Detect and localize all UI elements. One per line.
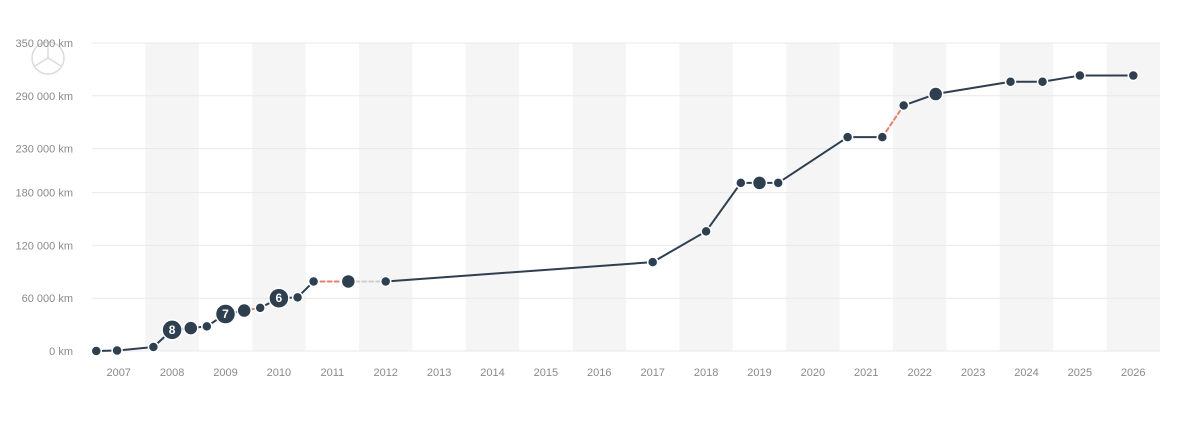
mileage-points: 8 7 6 bbox=[90, 69, 1140, 357]
x-tick-label: 2008 bbox=[160, 367, 184, 379]
y-tick-label: 230 000 km bbox=[16, 144, 73, 156]
y-tick-label: 60 000 km bbox=[22, 293, 73, 305]
cluster-point[interactable] bbox=[214, 303, 237, 325]
x-tick-label: 2017 bbox=[640, 367, 664, 379]
data-point[interactable] bbox=[1004, 75, 1017, 88]
line-segment bbox=[651, 230, 708, 264]
year-bands bbox=[145, 43, 1160, 351]
line-segment bbox=[705, 181, 742, 233]
data-point[interactable] bbox=[735, 177, 747, 189]
cluster-point[interactable] bbox=[161, 319, 183, 341]
data-point[interactable] bbox=[307, 275, 320, 288]
data-point[interactable] bbox=[236, 302, 252, 319]
brand-logo-watermark bbox=[31, 41, 65, 75]
x-tick-label: 2025 bbox=[1068, 367, 1092, 379]
x-tick-label: 2010 bbox=[267, 367, 291, 379]
year-band-2026 bbox=[1106, 43, 1160, 351]
x-tick-label: 2016 bbox=[587, 367, 611, 379]
data-point[interactable] bbox=[147, 341, 160, 353]
x-tick-label: 2013 bbox=[427, 367, 451, 379]
year-band-2016 bbox=[572, 43, 626, 351]
line-segment bbox=[934, 80, 1012, 96]
line-segment bbox=[881, 104, 905, 139]
data-point[interactable] bbox=[183, 320, 199, 336]
x-tick-label: 2011 bbox=[320, 367, 344, 379]
data-point[interactable] bbox=[379, 275, 392, 288]
x-axis-ticks: 2007 2008 2009 2010 2011 2012 2013 2014 2015 2016… bbox=[106, 367, 1145, 379]
data-point[interactable] bbox=[841, 131, 854, 143]
data-point[interactable] bbox=[897, 99, 910, 112]
x-tick-label: 2009 bbox=[213, 367, 237, 379]
y-axis-ticks: 0 km 60 000 km 120 000 km 180 000 km 230 000… bbox=[16, 38, 73, 358]
cluster-count-label: 7 bbox=[222, 307, 229, 321]
data-point[interactable] bbox=[646, 256, 659, 268]
line-segment bbox=[384, 261, 654, 283]
gridlines bbox=[92, 42, 1160, 352]
year-band-2012 bbox=[359, 43, 413, 351]
data-point[interactable] bbox=[700, 225, 712, 238]
y-tick-label: 120 000 km bbox=[16, 240, 73, 252]
data-point[interactable] bbox=[90, 345, 103, 357]
cluster-count-label: 6 bbox=[276, 291, 283, 305]
line-segment bbox=[116, 346, 155, 352]
x-tick-label: 2023 bbox=[961, 367, 985, 379]
line-segment bbox=[777, 136, 849, 184]
x-tick-label: 2022 bbox=[907, 367, 931, 379]
line-segment bbox=[1041, 74, 1081, 83]
data-point[interactable] bbox=[927, 86, 944, 102]
x-tick-label: 2020 bbox=[801, 367, 825, 379]
x-tick-label: 2015 bbox=[534, 367, 558, 379]
data-point[interactable] bbox=[876, 131, 889, 143]
x-tick-label: 2014 bbox=[480, 367, 504, 379]
y-tick-label: 290 000 km bbox=[16, 91, 73, 103]
year-band-2020 bbox=[786, 43, 840, 351]
data-point[interactable] bbox=[1036, 75, 1049, 88]
data-point[interactable] bbox=[254, 302, 266, 314]
data-point[interactable] bbox=[111, 344, 123, 357]
x-tick-label: 2012 bbox=[373, 367, 397, 379]
year-band-2024 bbox=[999, 43, 1054, 351]
data-point[interactable] bbox=[1127, 69, 1140, 82]
y-tick-label: 350 000 km bbox=[16, 38, 73, 50]
data-point[interactable] bbox=[1074, 69, 1086, 82]
data-point[interactable] bbox=[291, 291, 304, 304]
x-tick-label: 2007 bbox=[106, 367, 130, 379]
x-tick-label: 2021 bbox=[854, 367, 878, 379]
x-tick-label: 2018 bbox=[694, 367, 718, 379]
year-band-2008 bbox=[145, 43, 199, 351]
x-tick-label: 2019 bbox=[747, 367, 771, 379]
data-point[interactable] bbox=[772, 177, 784, 189]
data-point[interactable] bbox=[201, 320, 213, 333]
y-tick-label: 180 000 km bbox=[16, 188, 73, 200]
y-tick-label: 0 km bbox=[49, 346, 73, 358]
data-point[interactable] bbox=[751, 175, 768, 191]
x-tick-label: 2026 bbox=[1121, 367, 1145, 379]
data-point[interactable] bbox=[340, 273, 357, 290]
x-tick-label: 2024 bbox=[1014, 367, 1038, 379]
year-band-2018 bbox=[679, 43, 733, 351]
year-band-2014 bbox=[465, 43, 520, 351]
cluster-count-label: 8 bbox=[169, 323, 176, 337]
cluster-point[interactable] bbox=[268, 287, 290, 309]
